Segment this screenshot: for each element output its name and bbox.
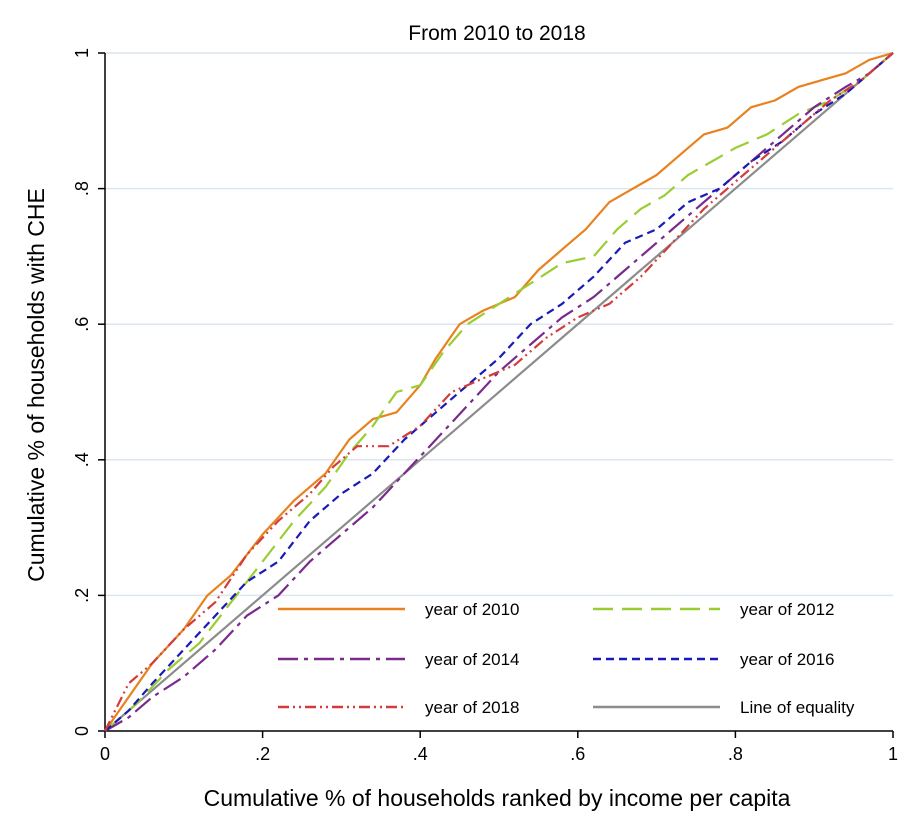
series-line-5 (104, 52, 894, 732)
x-tick-label-1: .2 (255, 744, 270, 764)
x-tick-label-4: .8 (728, 744, 743, 764)
legend-label-4: year of 2018 (425, 698, 520, 717)
x-tick-label-5: 1 (888, 744, 898, 764)
y-tick-label-3: .6 (72, 317, 92, 332)
x-tick-label-0: 0 (100, 744, 110, 764)
y-tick-label-1: .2 (72, 588, 92, 603)
legend-label-2: year of 2014 (425, 650, 520, 669)
y-tick-label-5: 1 (72, 48, 92, 58)
x-axis-title: Cumulative % of households ranked by inc… (204, 785, 791, 811)
series-lines (104, 51, 894, 732)
y-tick-label-2: .4 (72, 452, 92, 467)
series-line-1 (104, 52, 894, 732)
y-tick-label-4: .8 (72, 181, 92, 196)
legend: year of 2010 year of 2012 year of 2014 year… (278, 600, 855, 717)
legend-label-0: year of 2010 (425, 600, 520, 619)
x-tick-label-3: .6 (570, 744, 585, 764)
legend-label-5: Line of equality (740, 698, 855, 717)
chart-title: From 2010 to 2018 (408, 22, 585, 45)
legend-label-1: year of 2012 (740, 600, 835, 619)
series-line-2 (104, 52, 894, 732)
y-tick-label-0: 0 (72, 726, 92, 736)
y-axis-title: Cumulative % of households with CHE (23, 188, 49, 582)
axes: 0 .2 .4 .6 .8 1 0 .2 .4 .6 .8 1 (72, 48, 898, 764)
series-line-4 (104, 52, 894, 732)
legend-label-3: year of 2016 (740, 650, 835, 669)
x-tick-label-2: .4 (413, 744, 428, 764)
series-line-3 (104, 52, 894, 732)
